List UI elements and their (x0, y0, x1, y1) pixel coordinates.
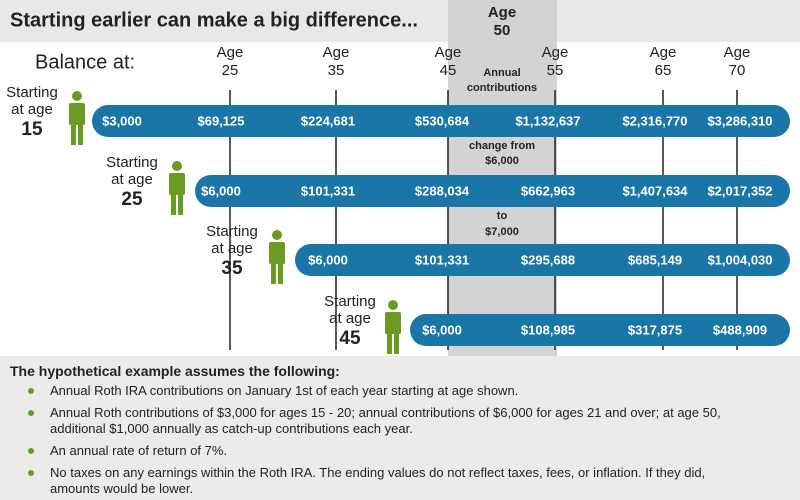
start-label: at age (211, 240, 253, 257)
age-word: Age (323, 44, 350, 61)
note: $7,000 (485, 226, 519, 238)
assumption: An annual rate of return of 7%. (28, 443, 790, 459)
balance-value: $101,331 (301, 183, 355, 198)
start-label: Starting (206, 223, 258, 240)
person-leg (171, 193, 176, 215)
balance-bar (92, 105, 790, 137)
person-leg (271, 262, 276, 284)
assumptions-heading: The hypothetical example assumes the fol… (10, 363, 340, 379)
chart: Starting earlier can make a big differen… (0, 0, 800, 356)
person-leg (387, 332, 392, 354)
balance-value: $488,909 (713, 322, 767, 337)
age-number: 35 (328, 62, 345, 79)
note: $6,000 (485, 155, 519, 167)
person-body (269, 242, 285, 264)
balance-value: $6,000 (422, 322, 462, 337)
person-leg (78, 123, 83, 145)
person-body (169, 173, 185, 195)
balance-value: $108,985 (521, 322, 575, 337)
balance-value: $224,681 (301, 113, 355, 128)
start-age: 35 (221, 258, 243, 279)
age-number: 70 (729, 62, 746, 79)
balance-label: Balance at: (35, 51, 135, 73)
balance-value: $6,000 (308, 252, 348, 267)
balance-value: $1,132,637 (515, 113, 580, 128)
balance-value: $3,000 (102, 113, 142, 128)
age-number: 25 (222, 62, 239, 79)
balance-value: $2,017,352 (707, 183, 772, 198)
start-label: at age (11, 101, 53, 118)
balance-value: $317,875 (628, 322, 682, 337)
balance-value: $69,125 (198, 113, 245, 128)
age-word: Age (650, 44, 677, 61)
balance-value: $288,034 (415, 183, 470, 198)
person-leg (278, 262, 283, 284)
note: to (497, 210, 508, 222)
start-label: Starting (6, 84, 58, 101)
assumption: Annual Roth contributions of $3,000 for … (28, 405, 790, 437)
person-head (388, 300, 398, 310)
balance-bar (195, 175, 790, 207)
start-age: 45 (339, 328, 361, 349)
person-head (272, 230, 282, 240)
start-label: Starting (324, 293, 376, 310)
note: Annual (483, 67, 520, 79)
balance-value: $6,000 (201, 183, 241, 198)
note: contributions (467, 82, 537, 94)
age-number: 55 (547, 62, 564, 79)
age-word: Age (542, 44, 569, 61)
balance-bar (295, 244, 790, 276)
age-number: 45 (440, 62, 457, 79)
highlight-word: Age (488, 4, 516, 21)
highlight-number: 50 (494, 22, 511, 39)
age-word: Age (217, 44, 244, 61)
start-age: 25 (121, 189, 143, 210)
start-label: at age (329, 310, 371, 327)
start-age: 15 (21, 119, 43, 140)
person-body (385, 312, 401, 334)
balance-value: $1,004,030 (707, 252, 772, 267)
balance-value: $1,407,634 (622, 183, 688, 198)
balance-value: $101,331 (415, 252, 469, 267)
assumption: Annual Roth IRA contributions on January… (28, 383, 790, 399)
start-label: at age (111, 171, 153, 188)
balance-value: $685,149 (628, 252, 682, 267)
title: Starting earlier can make a big differen… (10, 9, 418, 31)
person-leg (178, 193, 183, 215)
title-band (0, 0, 800, 42)
age-word: Age (435, 44, 462, 61)
balance-bar (410, 314, 790, 346)
assumption-list: Annual Roth IRA contributions on January… (10, 383, 790, 497)
person-body (69, 103, 85, 125)
person-leg (71, 123, 76, 145)
start-label: Starting (106, 154, 158, 171)
person-head (72, 91, 82, 101)
age-word: Age (724, 44, 751, 61)
balance-value: $662,963 (521, 183, 575, 198)
balance-value: $295,688 (521, 252, 575, 267)
assumptions: The hypothetical example assumes the fol… (0, 356, 800, 500)
balance-value: $530,684 (415, 113, 470, 128)
person-leg (394, 332, 399, 354)
note: change from (469, 140, 535, 152)
balance-value: $3,286,310 (707, 113, 772, 128)
age-number: 65 (655, 62, 672, 79)
assumption: No taxes on any earnings within the Roth… (28, 465, 790, 497)
balance-value: $2,316,770 (622, 113, 687, 128)
person-head (172, 161, 182, 171)
